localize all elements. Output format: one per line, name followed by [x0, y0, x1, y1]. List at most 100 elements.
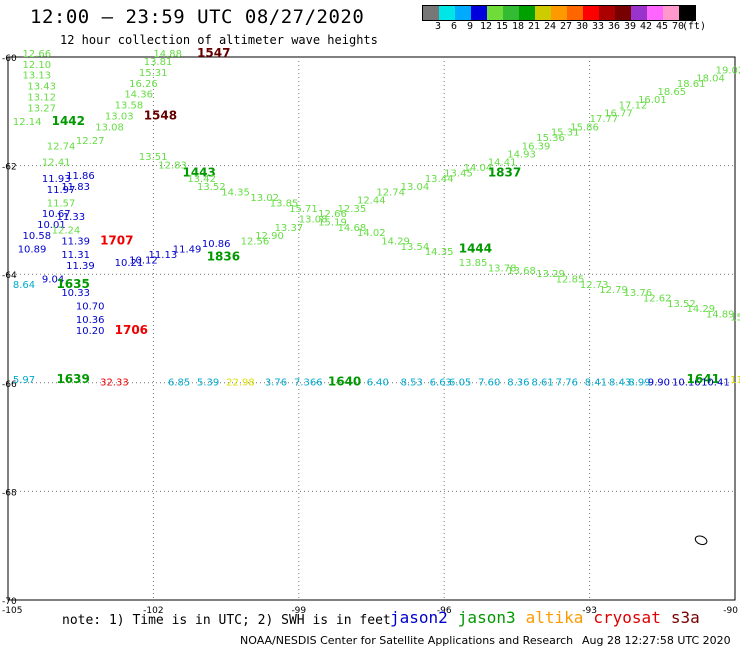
wave-height-value: 15.19 — [318, 217, 347, 228]
legend-swatch — [471, 6, 487, 20]
pass-time-label: 1641 — [687, 372, 720, 386]
legend-tick: 18 — [511, 21, 525, 32]
wave-height-value: 13.54 — [401, 242, 430, 253]
wave-height-value: 13.44 — [425, 174, 454, 185]
wave-height-value: 12.74 — [47, 141, 76, 152]
wave-height-value: 12.66 — [318, 209, 347, 220]
wave-height-value: 16.01 — [638, 95, 667, 106]
wave-height-value: 14.35 — [425, 247, 454, 258]
wave-height-value: 12.73 — [580, 280, 609, 291]
pass-time-label: 1837 — [488, 165, 521, 179]
legend-tick: 36 — [607, 21, 621, 32]
legend-tick: 24 — [543, 21, 557, 32]
wave-height-value: 11.93 — [42, 174, 71, 185]
wave-height-value: 18.65 — [657, 87, 686, 98]
wave-height-value: 5.97 — [13, 375, 35, 386]
wave-height-value: 13.12 — [27, 92, 56, 103]
wave-height-value: 13.45 — [444, 168, 473, 179]
footnote: note: 1) Time is in UTC; 2) SWH is in fe… — [62, 613, 391, 628]
wave-height-value: 14.93 — [507, 149, 536, 160]
wave-height-value: 13.27 — [27, 103, 56, 114]
wave-height-value: 10.41 — [701, 378, 730, 389]
wave-height-value: 7.366 — [294, 378, 323, 389]
wave-height-value: 8.99 — [628, 378, 650, 389]
legend-swatch — [663, 6, 679, 20]
legend-tick: (ft) — [681, 21, 707, 32]
credit-line: NOAA/NESDIS Center for Satellite Applica… — [240, 634, 574, 647]
wave-height-value: 10.89 — [18, 244, 47, 255]
legend-swatch — [519, 6, 535, 20]
wave-height-value: 13.58 — [115, 101, 144, 112]
wave-height-value: 18.04 — [696, 73, 725, 84]
pass-time-label: 1443 — [182, 165, 215, 179]
legend-swatch — [439, 6, 455, 20]
legend-tick: 45 — [655, 21, 669, 32]
wave-height-value: 8.41 — [585, 378, 607, 389]
legend-swatch — [535, 6, 551, 20]
wave-height-value: 11.39 — [66, 261, 95, 272]
wave-height-value: 11.31 — [61, 250, 90, 261]
wave-height-value: 12.79 — [599, 285, 628, 296]
wave-height-value: 6.85 — [168, 378, 190, 389]
wave-height-value: 18.61 — [677, 79, 706, 90]
wave-height-value: 13.76 — [624, 288, 653, 299]
pass-time-label: 1707 — [100, 233, 133, 247]
pass-time-label: 1836 — [207, 250, 240, 264]
wave-height-value: 11.33 — [56, 212, 85, 223]
wave-height-value: 15.86 — [570, 122, 599, 133]
wave-height-value: 6.40 — [367, 378, 389, 389]
wave-height-value: 13.85 — [459, 258, 488, 269]
wave-height-value: 12.74 — [376, 187, 405, 198]
legend-swatch — [631, 6, 647, 20]
wave-height-value: 15.71 — [289, 204, 318, 215]
wave-height-value: 10.36 — [76, 315, 105, 326]
wave-height-value: 11.86 — [66, 171, 95, 182]
pass-time-label: 1442 — [52, 114, 85, 128]
legend-swatch — [615, 6, 631, 20]
wave-height-value: 11.8 — [730, 375, 740, 386]
generated-timestamp: Aug 28 12:27:58 UTC 2020 — [582, 634, 731, 647]
wave-height-value: 13.68 — [507, 266, 536, 277]
wave-height-value: 10.01 — [37, 220, 66, 231]
pass-time-label: 1706 — [115, 323, 148, 337]
wave-height-value: 17.12 — [619, 101, 648, 112]
wave-height-value: 13.78 — [488, 263, 517, 274]
wave-height-value: 8.43 — [609, 378, 631, 389]
wave-height-value: 32.33 — [100, 378, 129, 389]
legend-swatch — [567, 6, 583, 20]
wave-height-value: 12.35 — [338, 204, 367, 215]
wave-height-value: 12.90 — [255, 231, 284, 242]
wave-height-value: 7.76 — [556, 378, 578, 389]
wave-height-value: 10.33 — [61, 288, 90, 299]
wave-height-value: 13.08 — [95, 122, 124, 133]
legend-tick: 15 — [495, 21, 509, 32]
legend-tick: 30 — [575, 21, 589, 32]
wave-height-value: 14.68 — [338, 223, 367, 234]
legend-swatch — [679, 6, 695, 20]
wave-height-value: 13.37 — [275, 223, 304, 234]
island-outline — [694, 535, 708, 546]
legend-tick: 39 — [623, 21, 637, 32]
wave-height-value: 13.04 — [401, 182, 430, 193]
wave-height-value: 12.14 — [13, 117, 42, 128]
wave-height-value: 12.66 — [23, 49, 52, 60]
satellite-altika: altika — [525, 608, 584, 627]
legend-tick: 3 — [434, 21, 442, 32]
wave-height-value: 22.98 — [226, 378, 255, 389]
legend-swatch — [583, 6, 599, 20]
wave-height-color-legend — [422, 5, 696, 21]
wave-height-value: 9.04 — [42, 274, 64, 285]
wave-height-value: 14.36 — [124, 90, 153, 101]
pass-time-label: 1547 — [197, 46, 230, 60]
wave-height-value: 17.77 — [590, 114, 619, 125]
wave-height-value: 13.52 — [667, 299, 696, 310]
pass-time-label: 1548 — [144, 108, 177, 122]
pass-time-label: 1639 — [56, 372, 89, 386]
legend-tick: 70 — [671, 21, 685, 32]
wave-height-value: 9.90 — [648, 378, 670, 389]
latitude-label: -62 — [2, 163, 17, 173]
longitude-label: -93 — [582, 606, 597, 616]
wave-height-value: 14.04 — [464, 163, 493, 174]
